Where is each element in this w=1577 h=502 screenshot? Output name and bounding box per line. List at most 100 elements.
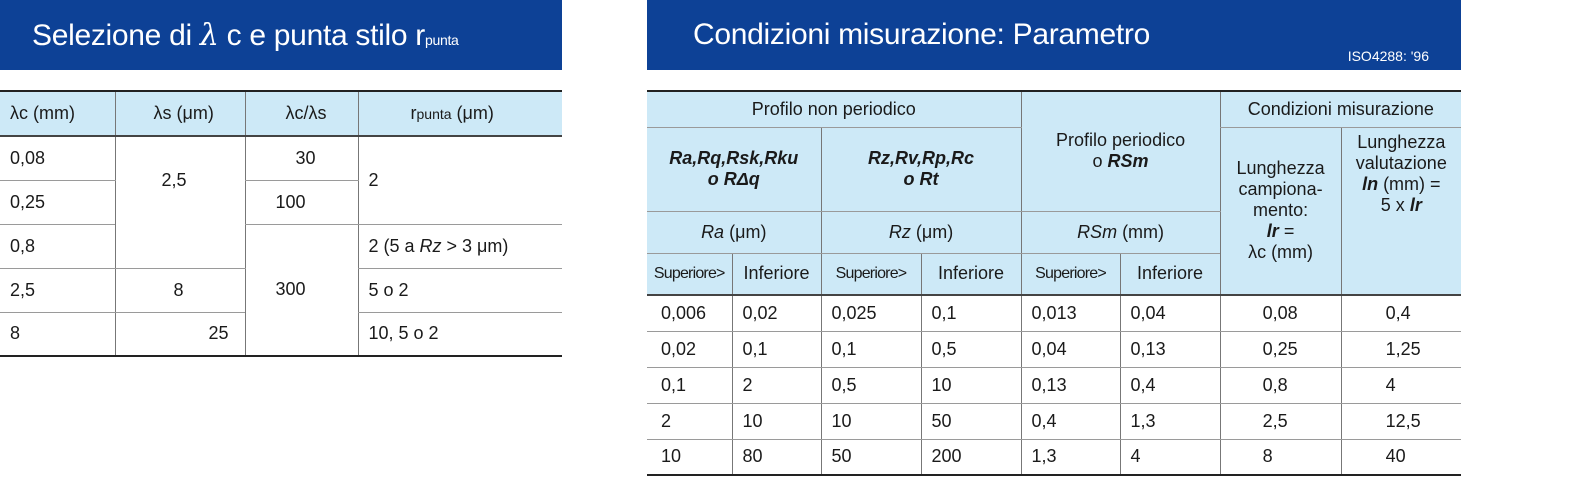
r-cell: 2 (5 a Rz > 3 μm) [357,224,562,269]
rsm-unit-header: RSm (mm) [1020,211,1221,254]
ra-lower-cell: 10 [731,403,821,440]
rz-lower-cell: 50 [920,403,1022,440]
lr-cell: 0,08 [1219,295,1342,332]
ra-lower-cell: 80 [731,439,821,476]
r-cell: 10, 5 o 2 [357,312,562,357]
rsm-lower-cell: 0,4 [1119,367,1221,404]
periodic-header-rsm: RSm [1107,151,1149,172]
ra-upper-cell: 10 [647,439,732,476]
periodic-header-o: o [1092,151,1108,172]
table-row: 0,006 0,02 0,025 0,1 0,013 0,04 0,08 0,4 [647,295,1462,332]
ratio-cell: 100 [244,180,358,225]
rz-lower-cell: 10 [920,367,1022,404]
rsm-lower-cell: 4 [1119,439,1221,476]
sampling-line2: campiona- [1238,179,1323,200]
r-header-unit: (μm) [451,103,494,123]
rz-lower-cell: 0,5 [920,331,1022,368]
rz-upper-cell: 10 [820,403,921,440]
ln-cell: 0,4 [1340,295,1462,332]
ra-group-line2: o RΔq [707,169,760,189]
lc-cell: 0,8 [0,224,115,269]
table-row: 0,02 0,1 0,1 0,5 0,04 0,13 0,25 1,25 [647,331,1462,368]
ln-cell: 1,25 [1340,331,1462,368]
lr-cell: 0,8 [1219,367,1342,404]
left-title-lambda: λ [199,18,219,53]
ls-cell: 25 [114,312,245,357]
ra-upper-cell: 2 [647,403,732,440]
rz-lower-cell: 200 [920,439,1022,476]
r-cell: 5 o 2 [357,268,562,313]
table-row: 8 25 10, 5 o 2 [0,312,562,357]
table-row: 2 10 10 50 0,4 1,3 2,5 12,5 [647,403,1462,440]
lc-cell: 0,08 [0,136,115,181]
ra-group-header: Ra,Rq,Rsk,Rku o RΔq [647,127,821,212]
rsm-upper-cell: 0,04 [1020,331,1121,368]
rz-unit-header: Rz (μm) [820,211,1022,254]
r-header-sub: punta [416,106,452,122]
rsm-lower-header: Inferiore [1119,253,1221,296]
evaluation-length-header: Lunghezza valutazione ln (mm) = 5 x lr [1340,127,1462,296]
eval-line1: Lunghezza [1357,131,1446,152]
rz-unit: (μm) [910,221,954,242]
left-header-row: λc (mm) λs (μm) λc/λs rpunta (μm) [0,90,562,137]
ln-cell: 4 [1340,367,1462,404]
rsm-symbol: RSm [1077,221,1118,242]
r-header-main: r [410,103,417,123]
ls-cell-empty [114,224,245,269]
lc-cell: 2,5 [0,268,115,313]
right-banner: Condizioni misurazione: Parametro ISO428… [647,0,1461,70]
eval-ln: ln [1362,173,1379,194]
right-title: Condizioni misurazione: Parametro [693,18,1150,51]
r-cell-post: > 3 μm) [441,235,509,256]
ra-symbol: Ra [701,221,725,242]
lr-cell: 0,25 [1219,331,1342,368]
table-row: 0,1 2 0,5 10 0,13 0,4 0,8 4 [647,367,1462,404]
rz-upper-header: Superiore> [820,253,921,296]
rz-lower-cell: 0,1 [920,295,1022,332]
rz-upper-cell: 0,5 [820,367,921,404]
ra-lower-cell: 0,1 [731,331,821,368]
rsm-upper-cell: 1,3 [1020,439,1121,476]
left-title: Selezione di λ c e punta stilo rpunta [32,18,459,53]
measurement-conditions-table: Profilo non periodico Profilo periodico o… [647,90,1462,476]
ln-cell: 12,5 [1340,403,1462,440]
lc-cell: 0,25 [0,180,115,225]
lc-header: λc (mm) [0,90,115,137]
eval-line2: valutazione [1355,152,1447,173]
stylus-selection-table: λc (mm) λs (μm) λc/λs rpunta (μm) 0,08 2… [0,90,562,357]
left-title-sub: punta [424,32,459,48]
lr-cell: 2,5 [1219,403,1342,440]
r-cell-pre: 2 (5 a [368,235,420,256]
lr-cell: 8 [1219,439,1342,476]
periodic-header-line1: Profilo periodico [1056,130,1186,151]
ra-unit: (μm) [724,221,767,242]
rsm-upper-cell: 0,4 [1020,403,1121,440]
conditions-header: Condizioni misurazione [1219,90,1462,128]
sampling-line3: mento: [1253,200,1309,221]
r-cell-rz: Rz [419,235,442,256]
rsm-lower-cell: 0,13 [1119,331,1221,368]
eval-unit: (mm) = [1378,173,1441,194]
ra-upper-header: Superiore> [647,253,732,296]
table-row: 0,25 100 [0,180,562,225]
ra-lower-cell: 2 [731,367,821,404]
sampling-length-header: Lunghezza campiona-mento: lr = λc (mm) [1219,127,1342,296]
rsm-unit: (mm) [1117,221,1165,242]
table-row: 2,5 8 5 o 2 [0,268,562,313]
ra-upper-cell: 0,02 [647,331,732,368]
ln-cell: 40 [1340,439,1462,476]
left-title-rest: c e punta stilo r [218,19,426,52]
ra-lower-header: Inferiore [731,253,821,296]
table-row: 10 80 50 200 1,3 4 8 40 [647,439,1462,476]
standard-label: ISO4288: '96 [1347,48,1429,64]
lc-cell: 8 [0,312,115,357]
rz-symbol: Rz [888,221,911,242]
eval-lr: lr [1409,194,1422,215]
table-row: 0,8 300 2 (5 a Rz > 3 μm) [0,224,562,357]
periodic-header: Profilo periodico o RSm [1020,90,1221,212]
rz-upper-cell: 0,1 [820,331,921,368]
r-header: rpunta (μm) [357,90,562,137]
rsm-upper-header: Superiore> [1020,253,1121,296]
ratio-cell: 300 [244,224,358,357]
sampling-line1: Lunghezza [1236,158,1325,179]
